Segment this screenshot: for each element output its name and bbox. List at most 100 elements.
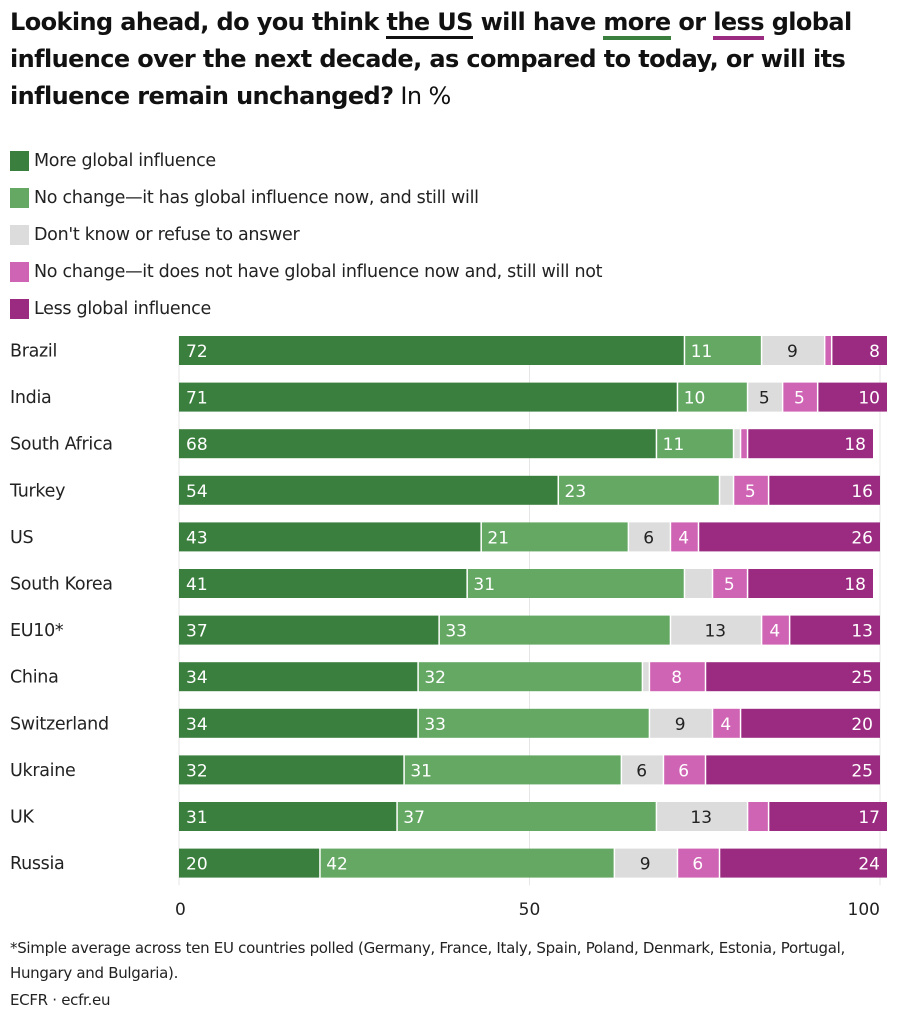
bar-segment [397, 802, 656, 831]
bar-segment [650, 708, 712, 738]
bar-segment [404, 755, 621, 785]
bar-segment [678, 382, 747, 412]
category-label: EU10* [10, 621, 64, 641]
data-label: 24 [858, 855, 880, 875]
data-label: 10 [684, 389, 706, 409]
legend-swatch [10, 187, 29, 208]
bar-segment [685, 336, 761, 365]
bar-segment [418, 662, 642, 692]
bar-segment [418, 708, 649, 738]
data-label: 20 [186, 855, 208, 875]
bar-segment [643, 662, 649, 692]
legend-label: Less global influence [34, 298, 211, 319]
bar-segment [439, 615, 670, 645]
bar-segment [179, 475, 558, 505]
data-label: 4 [769, 622, 780, 642]
legend-label: No change—it has global influence now, a… [34, 187, 479, 208]
data-label: 41 [186, 575, 208, 595]
data-label: 10 [858, 389, 880, 409]
data-label: 32 [186, 761, 208, 781]
data-label: 18 [844, 575, 866, 595]
bar-segment [559, 475, 719, 505]
bar-segment [741, 429, 747, 459]
data-label: 8 [671, 668, 682, 688]
data-label: 32 [424, 668, 446, 688]
data-label: 4 [720, 715, 731, 735]
title-text: will have [472, 8, 604, 36]
category-label: Turkey [9, 481, 65, 501]
data-label: 33 [445, 622, 467, 642]
title-more-underlined: more [603, 8, 671, 40]
bar-segment [481, 522, 628, 552]
category-label: US [10, 528, 34, 548]
bar-segment [678, 848, 719, 878]
data-label: 34 [186, 715, 208, 735]
data-label: 37 [186, 622, 208, 642]
data-label: 5 [724, 575, 735, 595]
data-label: 5 [759, 389, 770, 409]
bar-segment [783, 382, 817, 412]
footnote: *Simple average across ten EU countries … [10, 939, 845, 982]
title-us-underlined: the US [386, 8, 473, 39]
data-label: 8 [869, 342, 880, 362]
bar-segment [720, 848, 888, 878]
data-label: 31 [473, 575, 495, 595]
x-tick-label: 100 [848, 900, 880, 920]
title-text: global influence over the next decade, a… [10, 8, 852, 110]
data-label: 31 [186, 808, 208, 828]
data-label: 26 [851, 528, 873, 548]
bar-segment [825, 336, 831, 365]
bar-segment [179, 662, 418, 692]
category-label: Switzerland [10, 714, 109, 734]
legend-swatch [10, 150, 29, 171]
category-label: China [10, 668, 59, 688]
bar-segment [748, 429, 873, 459]
data-label: 68 [186, 435, 208, 455]
bar-segment [832, 336, 888, 365]
data-label: 43 [186, 528, 208, 548]
bar-segment [179, 336, 684, 365]
data-label: 11 [691, 342, 713, 362]
bar-segment [713, 569, 747, 598]
data-label: 71 [186, 389, 208, 409]
bar-segment [320, 848, 614, 878]
data-label: 16 [851, 482, 873, 502]
bar-segment [748, 382, 782, 412]
data-label: 34 [186, 668, 208, 688]
bar-segment [179, 615, 439, 645]
bar-segment [671, 522, 698, 552]
x-tick-label: 0 [175, 900, 186, 920]
bar-segment [179, 429, 656, 459]
bar-segment [664, 755, 705, 785]
data-label: 4 [678, 528, 689, 548]
category-label: Ukraine [10, 761, 75, 781]
data-label: 25 [851, 761, 873, 781]
bar-segment [179, 569, 467, 598]
data-label: 6 [678, 761, 689, 781]
title-unit: In % [393, 82, 451, 110]
title-less-underlined: less [713, 8, 765, 40]
data-label: 25 [851, 668, 873, 688]
data-label: 42 [326, 855, 348, 875]
bar-segment [706, 662, 880, 692]
bar-segment [629, 522, 670, 552]
bar-segment [657, 429, 733, 459]
bar-segment [713, 708, 740, 738]
data-label: 13 [690, 808, 712, 828]
legend-label: More global influence [34, 150, 216, 171]
legend: More global influence No change—it has g… [10, 142, 603, 327]
bar-segment [650, 662, 705, 692]
bar-segment [179, 382, 677, 412]
bar-segment [615, 848, 677, 878]
data-label: 17 [858, 808, 880, 828]
legend-swatch [10, 261, 29, 282]
legend-item-no-change-has: No change—it has global influence now, a… [10, 179, 602, 216]
data-label: 9 [675, 715, 686, 735]
legend-label: Don't know or refuse to answer [34, 224, 300, 245]
bar-segment [685, 569, 712, 598]
category-label: India [10, 388, 51, 408]
data-label: 9 [787, 342, 798, 362]
bar-segment [706, 755, 880, 785]
bar-segment [769, 475, 880, 505]
